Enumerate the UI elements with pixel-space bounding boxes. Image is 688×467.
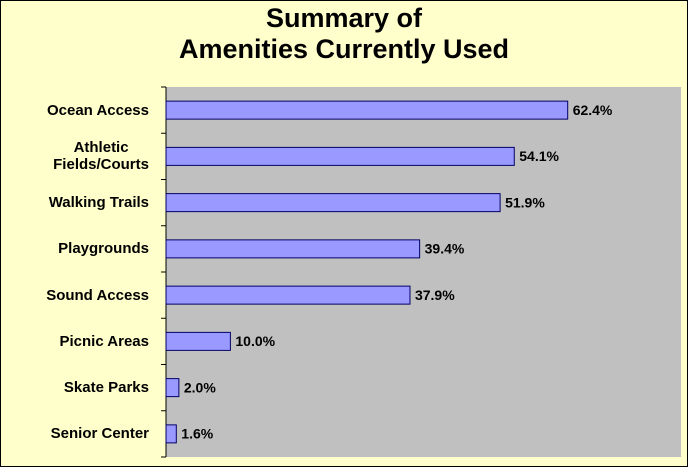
value-label: 51.9% xyxy=(505,194,545,210)
category-label-box: Playgrounds xyxy=(58,226,149,272)
value-label: 10.0% xyxy=(235,333,275,349)
value-label: 1.6% xyxy=(181,426,213,442)
category-label-box: Athletic Fields/Courts xyxy=(53,133,149,179)
bar xyxy=(165,239,421,259)
y-tick-label: Ocean Access xyxy=(46,101,149,119)
value-label: 54.1% xyxy=(519,148,559,164)
value-label: 37.9% xyxy=(415,287,455,303)
category-label-box: Walking Trails xyxy=(49,180,149,226)
plot-area xyxy=(166,87,681,457)
bar xyxy=(165,193,501,213)
category-label-box: Skate Parks xyxy=(64,365,149,411)
bar xyxy=(165,331,231,351)
y-tick-label: Athletic Fields/Courts xyxy=(53,139,149,174)
bar xyxy=(165,378,180,398)
value-label: 2.0% xyxy=(184,379,216,395)
value-label: 39.4% xyxy=(425,241,465,257)
bar xyxy=(165,146,515,166)
category-label-box: Picnic Areas xyxy=(60,318,150,364)
y-tick-label: Skate Parks xyxy=(63,379,149,397)
y-tick-label: Walking Trails xyxy=(48,194,149,212)
bar xyxy=(165,100,569,120)
bar xyxy=(165,424,177,444)
category-label-box: Senior Center xyxy=(51,411,149,457)
bar xyxy=(165,285,411,305)
category-label-box: Ocean Access xyxy=(47,87,149,133)
chart-title: Summary of Amenities Currently Used xyxy=(178,3,510,64)
category-label-box: Sound Access xyxy=(46,272,149,318)
y-tick-label: Sound Access xyxy=(46,286,149,304)
y-tick-label: Playgrounds xyxy=(58,240,149,258)
y-tick-label: Senior Center xyxy=(50,425,149,443)
y-tick-label: Picnic Areas xyxy=(59,332,150,350)
value-label: 62.4% xyxy=(573,102,613,118)
